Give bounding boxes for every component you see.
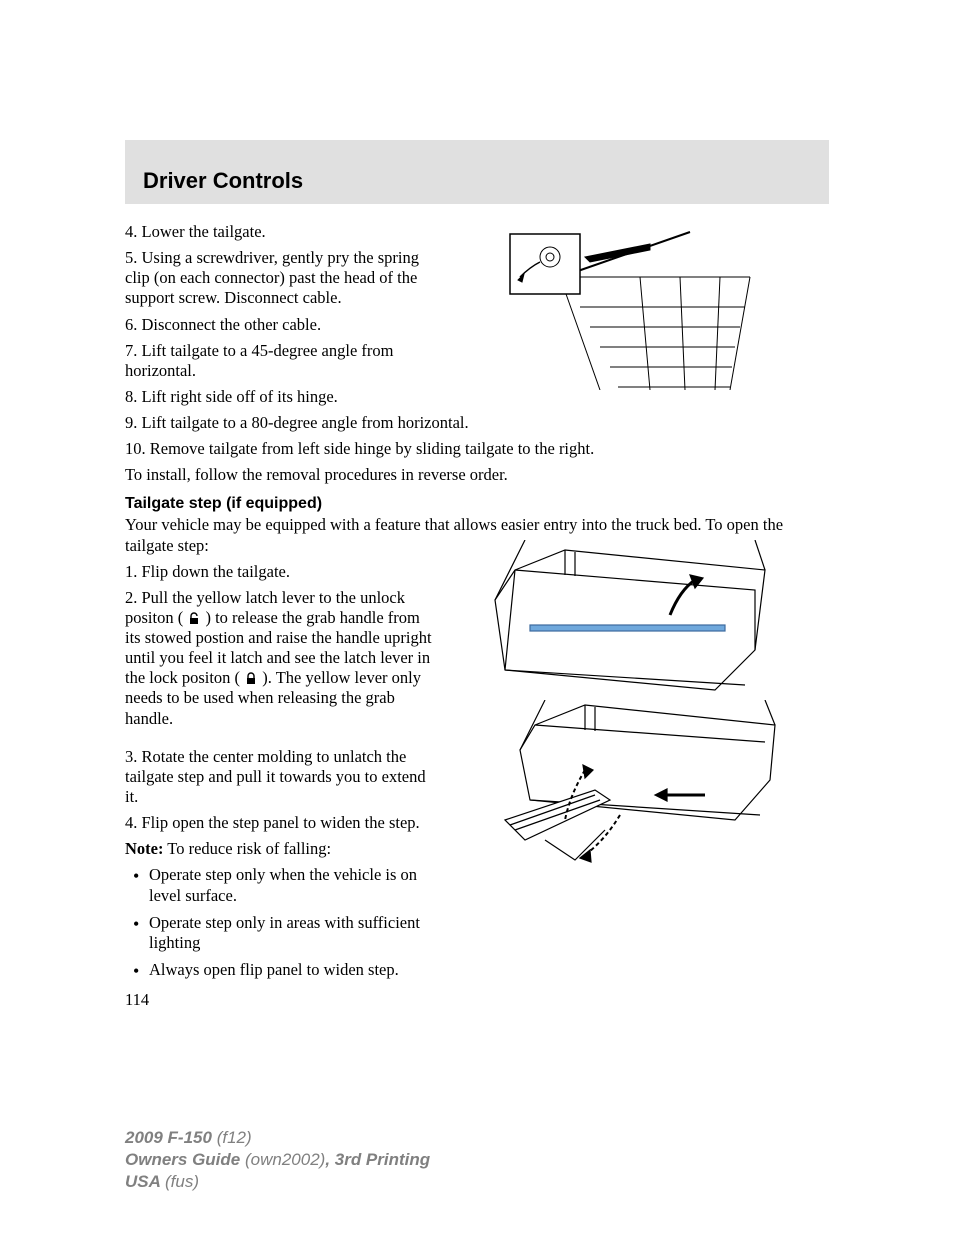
page-number: 114 xyxy=(125,990,829,1010)
figure-tailgate-handle xyxy=(485,540,785,700)
step-4: 4. Lower the tailgate. xyxy=(125,222,435,242)
section-header-bar: Driver Controls xyxy=(125,140,829,204)
step-7: 7. Lift tailgate to a 45-degree angle fr… xyxy=(125,341,435,381)
figure-tailgate-cable xyxy=(500,222,760,390)
unlock-icon xyxy=(187,612,201,626)
footer-region: USA xyxy=(125,1172,165,1191)
warning-list: Operate step only when the vehicle is on… xyxy=(125,865,435,954)
footer-printing: , 3rd Printing xyxy=(325,1150,430,1169)
bullet-2: Operate step only in areas with sufficie… xyxy=(125,913,435,954)
lock-icon xyxy=(244,672,258,686)
page-footer: 2009 F-150 (f12) Owners Guide (own2002),… xyxy=(125,1127,430,1193)
tailgate-step-subheading: Tailgate step (if equipped) xyxy=(125,495,829,513)
footer-code3: (fus) xyxy=(165,1172,199,1191)
note-label: Note: xyxy=(125,839,163,858)
figure-tailgate-step-extended xyxy=(475,700,795,870)
install-note: To install, follow the removal procedure… xyxy=(125,465,829,485)
tailgate-step-4b: 4. Flip open the step panel to widen the… xyxy=(125,813,435,833)
bullet-1: Operate step only when the vehicle is on… xyxy=(125,865,435,906)
note-text: To reduce risk of falling: xyxy=(163,839,331,858)
step-6: 6. Disconnect the other cable. xyxy=(125,315,435,335)
note-line: Note: To reduce risk of falling: xyxy=(125,839,435,859)
step-5: 5. Using a screwdriver, gently pry the s… xyxy=(125,248,435,308)
footer-model: 2009 F-150 xyxy=(125,1128,217,1147)
tailgate-step-3: 3. Rotate the center molding to unlatch … xyxy=(125,747,435,807)
step-10: 10. Remove tailgate from left side hinge… xyxy=(125,439,829,459)
warning-list-continued: Always open flip panel to widen step. xyxy=(125,960,829,981)
footer-code2: (own2002) xyxy=(245,1150,325,1169)
tailgate-step-2: 2. Pull the yellow latch lever to the un… xyxy=(125,588,435,729)
step-9: 9. Lift tailgate to a 80-degree angle fr… xyxy=(125,413,829,433)
footer-code1: (f12) xyxy=(217,1128,252,1147)
section-title: Driver Controls xyxy=(143,168,303,194)
bullet-3: Always open flip panel to widen step. xyxy=(125,960,829,981)
footer-guide: Owners Guide xyxy=(125,1150,245,1169)
step-8: 8. Lift right side off of its hinge. xyxy=(125,387,435,407)
